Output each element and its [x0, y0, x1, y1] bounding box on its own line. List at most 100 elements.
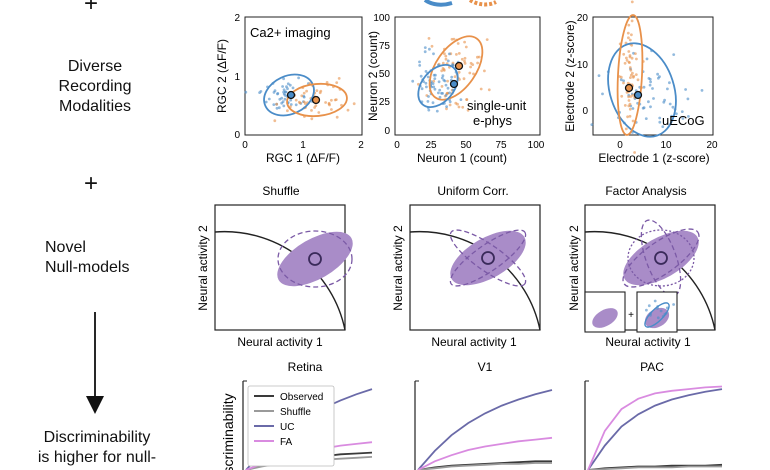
curve-uc — [417, 389, 553, 470]
scatter-point — [634, 73, 638, 76]
xtick: 100 — [528, 140, 545, 151]
scatter-point — [440, 76, 444, 80]
scatter-point — [267, 97, 271, 101]
scatter-point — [629, 68, 633, 72]
scatter-point — [629, 76, 632, 79]
mean-marker-orange — [311, 95, 321, 105]
scatter-point — [680, 110, 684, 113]
scatter-point — [453, 75, 457, 78]
scatter-point — [649, 105, 652, 109]
xtick: 50 — [460, 140, 472, 151]
scatter-point — [448, 103, 452, 107]
scatter-point — [460, 57, 464, 61]
scatter-point — [463, 56, 467, 60]
scatter-point — [670, 114, 673, 118]
scatter-point — [448, 52, 451, 56]
scatter-point — [647, 77, 651, 80]
scatter-point — [630, 19, 634, 23]
xtick: 75 — [495, 140, 507, 151]
scatter-point — [444, 57, 448, 61]
uc-dashed-ellipse-2 — [449, 229, 527, 287]
scatter-point — [441, 92, 444, 95]
scatter-point — [335, 81, 339, 84]
scatter-point — [635, 57, 638, 61]
scatter-point — [441, 67, 445, 70]
conclusion-line-1: Discriminability — [43, 429, 151, 446]
scatter-point — [657, 76, 660, 80]
scatter-point — [444, 94, 448, 97]
mean-marker — [481, 251, 495, 265]
row2-panel-uniform-corr: Uniform Corr. Neural activity 1 Neural a… — [391, 184, 541, 349]
scatter-point — [671, 105, 675, 109]
scatter-point — [418, 60, 421, 64]
scatter-point — [466, 108, 470, 112]
scatter-point — [455, 53, 458, 56]
scatter-point — [282, 92, 286, 96]
scatter-point — [457, 52, 461, 55]
scatter-point — [627, 23, 631, 27]
modality-label-ephys-line-2: e-phys — [473, 113, 513, 128]
scatter-point — [628, 38, 632, 42]
x-axis-label: Neuron 1 (count) — [417, 151, 507, 165]
scatter-point — [418, 64, 422, 67]
row1-panel-ca-imaging: Ca2+ imaging 0 1 2 0 1 2 RGC 1 (ΔF/F) RG… — [215, 13, 364, 165]
scatter-point — [435, 109, 439, 113]
xtick: 10 — [660, 140, 672, 151]
xtick: 1 — [300, 140, 306, 151]
scatter-point — [334, 98, 338, 101]
pac-plot — [587, 385, 723, 470]
scatter-point — [454, 101, 458, 105]
scatter-point — [477, 55, 481, 59]
scatter-point — [630, 43, 634, 47]
scatter-point — [664, 311, 668, 315]
scatter-point — [459, 98, 463, 101]
scatter-point — [428, 47, 431, 51]
row1-panel-ephys: single-unit e-phys 0 25 50 75 100 0 25 5… — [366, 13, 545, 165]
scatter-point — [424, 81, 428, 85]
scatter-point — [319, 89, 323, 93]
modalities-caption: Diverse Recording Modalities — [40, 57, 150, 117]
xtick: 0 — [617, 140, 623, 151]
scatter-point — [647, 100, 650, 104]
scatter-point — [443, 52, 446, 56]
scatter-point — [672, 303, 675, 306]
scatter-point — [645, 57, 649, 61]
scatter-point — [457, 70, 461, 74]
scatter-point — [288, 83, 292, 87]
scatter-point — [619, 78, 623, 82]
scatter-point — [281, 85, 284, 88]
scatter-point — [675, 112, 678, 116]
x-axis-label: Electrode 1 (z-score) — [598, 151, 709, 165]
scatter-point — [619, 75, 623, 79]
scatter-point — [411, 79, 415, 83]
scatter-point — [665, 306, 669, 310]
scatter-point — [432, 52, 435, 56]
scatter-point — [284, 90, 288, 94]
fa-dotted-ellipse — [627, 229, 695, 287]
scatter-point — [286, 87, 289, 91]
curve-uc — [587, 388, 723, 470]
null-models-line-1: Novel — [45, 239, 86, 256]
ytick: 100 — [373, 13, 390, 24]
scatter-point — [628, 114, 632, 118]
scatter-point — [627, 50, 631, 53]
x-axis-label: Neural activity 1 — [605, 335, 691, 349]
scatter-point — [272, 103, 276, 106]
panel-title: PAC — [640, 360, 664, 374]
scatter-point — [462, 77, 466, 81]
scatter-point — [641, 106, 645, 110]
scatter-point — [330, 108, 333, 111]
scatter-point — [446, 86, 450, 90]
scatter-point — [337, 77, 341, 80]
scatter-point — [302, 91, 306, 95]
scatter-point — [310, 109, 313, 112]
scatter-point — [276, 92, 279, 96]
scatter-point — [464, 45, 468, 49]
scatter-point — [656, 305, 660, 308]
scatter-point — [463, 62, 467, 65]
scatter-point — [258, 91, 261, 94]
xtick: 2 — [358, 140, 364, 151]
scatter-point — [471, 63, 475, 66]
modalities-line-3: Modalities — [58, 98, 132, 115]
x-axis-label: Neural activity 1 — [237, 335, 323, 349]
